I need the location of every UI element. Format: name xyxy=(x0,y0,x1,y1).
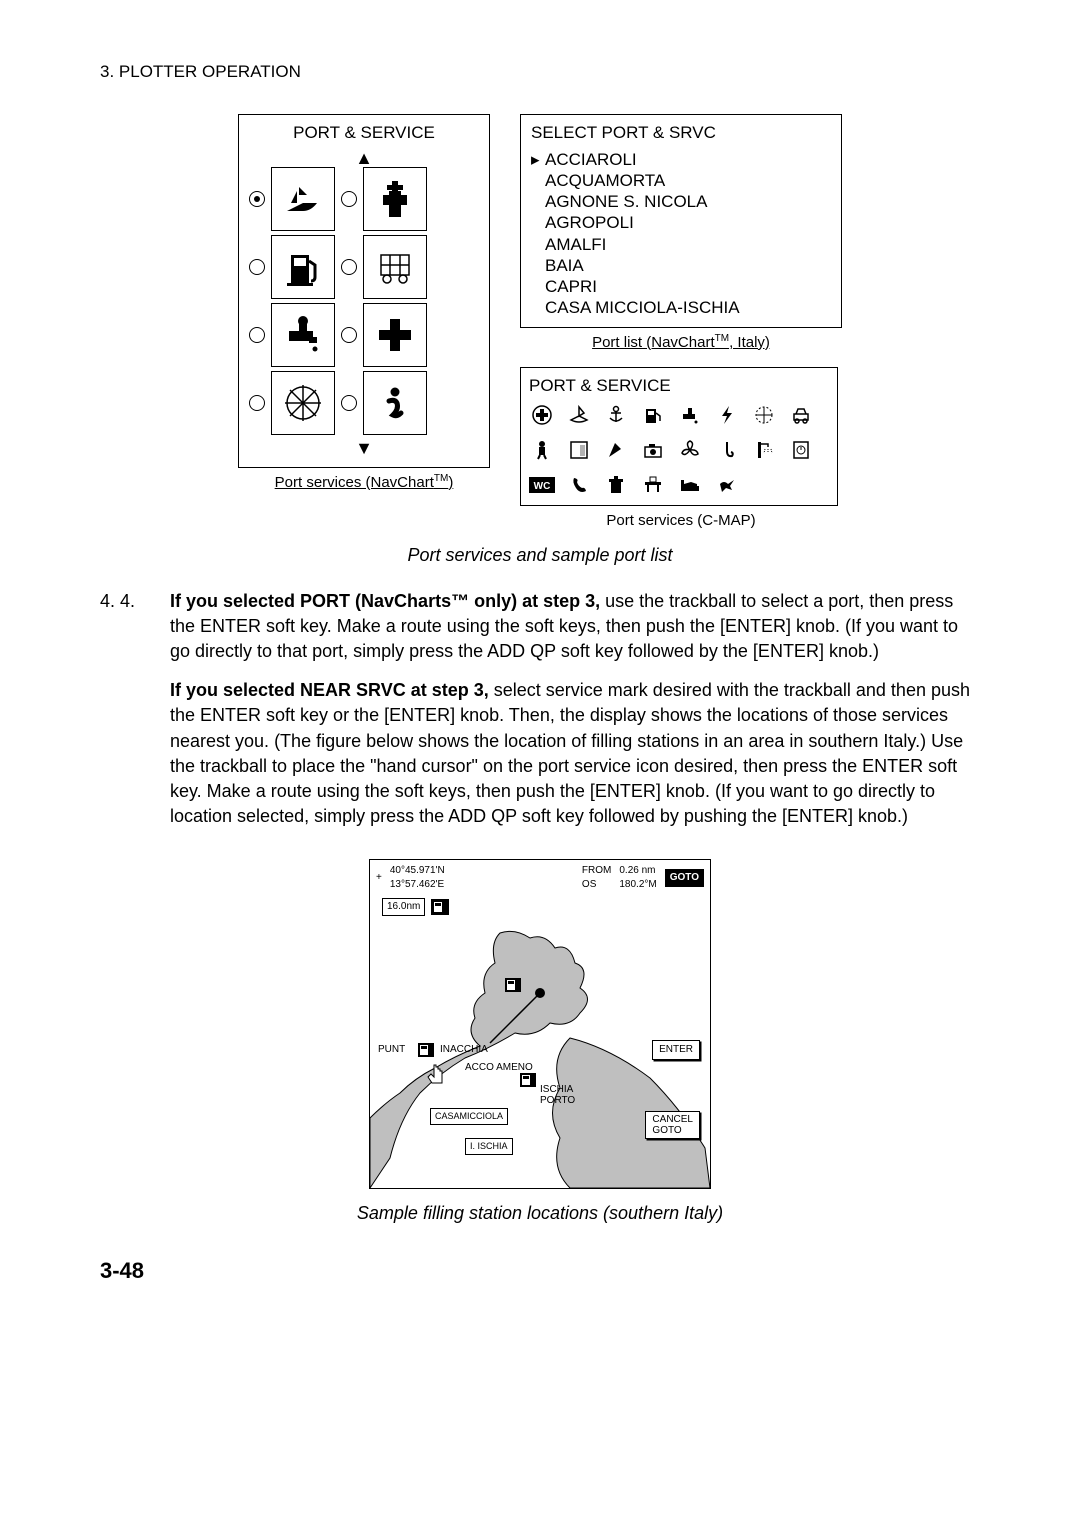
portlist-wrap: SELECT PORT & SRVC ACCIAROLI ACQUAMORTA … xyxy=(520,114,842,353)
figure-caption-1: Port services and sample port list xyxy=(100,543,980,568)
section-header: 3. PLOTTER OPERATION xyxy=(100,60,980,84)
portlist-item[interactable]: AGROPOLI xyxy=(531,212,831,233)
radio-compass[interactable] xyxy=(249,395,265,411)
svg-text:WC: WC xyxy=(534,481,551,492)
fuel-icon[interactable] xyxy=(271,235,335,299)
enter-button[interactable]: ENTER xyxy=(652,1040,700,1060)
portlist-item[interactable]: AGNONE S. NICOLA xyxy=(531,191,831,212)
navchart-box: PORT & SERVICE ▲ xyxy=(238,114,490,468)
portlist-item[interactable]: BAIA xyxy=(531,255,831,276)
label-porto: PORTO xyxy=(540,1094,575,1108)
portlist-caption: Port list (NavChartTM, Italy) xyxy=(520,332,842,353)
cmap-icons: WC xyxy=(529,403,829,497)
anchor-icon xyxy=(603,403,629,427)
cmap-wrap: PORT & SERVICE xyxy=(520,367,842,532)
map-body[interactable]: PUNT INACCHIA ACCO AMENO ISCHIA PORTO CA… xyxy=(370,918,710,1188)
propeller-icon xyxy=(677,438,703,462)
portlist-item[interactable]: CASA MICCIOLA-ISCHIA xyxy=(531,297,831,318)
church-icon[interactable] xyxy=(363,167,427,231)
portlist-box: SELECT PORT & SRVC ACCIAROLI ACQUAMORTA … xyxy=(520,114,842,328)
navchart-grid xyxy=(249,167,479,435)
travel-lift-icon[interactable] xyxy=(363,235,427,299)
marina-icon[interactable] xyxy=(271,167,335,231)
shower-icon xyxy=(751,438,777,462)
cmap-title: PORT & SERVICE xyxy=(529,374,829,398)
bed-icon xyxy=(677,473,703,497)
goto-button[interactable]: GOTO xyxy=(665,869,704,887)
portlist-title: SELECT PORT & SRVC xyxy=(531,121,831,145)
flag-icon xyxy=(603,438,629,462)
portlist-item[interactable]: ACQUAMORTA xyxy=(531,170,831,191)
radio-fuel[interactable] xyxy=(249,259,265,275)
shop-icon xyxy=(566,438,592,462)
cmap-box: PORT & SERVICE xyxy=(520,367,838,507)
boat-icon xyxy=(566,403,592,427)
label-iischia: I. ISCHIA xyxy=(465,1138,513,1155)
navchart-column: PORT & SERVICE ▲ xyxy=(238,114,490,532)
bird-icon xyxy=(714,473,740,497)
medical-icon xyxy=(529,403,555,427)
figures-row: PORT & SERVICE ▲ xyxy=(100,114,980,532)
portlist-item[interactable]: AMALFI xyxy=(531,234,831,255)
label-punt: PUNT xyxy=(378,1043,405,1057)
scroll-up-arrow[interactable]: ▲ xyxy=(249,149,479,167)
navchart-title: PORT & SERVICE xyxy=(249,121,479,145)
camera-icon xyxy=(640,438,666,462)
map-topbar: + 40°45.971'N 13°57.462'E FROM OS 0.26 n… xyxy=(370,860,710,896)
range-indicator: 16.0nm xyxy=(382,898,425,916)
hospital-icon[interactable] xyxy=(363,303,427,367)
radio-hospital[interactable] xyxy=(341,327,357,343)
radio-water[interactable] xyxy=(249,327,265,343)
crosshair-icon: + xyxy=(376,871,382,885)
label-inacchia: INACCHIA xyxy=(440,1043,488,1057)
map-screenshot: + 40°45.971'N 13°57.462'E FROM OS 0.26 n… xyxy=(369,859,711,1189)
tap-mini-icon xyxy=(677,403,703,427)
step-number: 4. 4. xyxy=(100,589,170,844)
radio-church[interactable] xyxy=(341,191,357,207)
info-icon[interactable] xyxy=(363,371,427,435)
step-block: 4. 4. If you selected PORT (NavCharts™ o… xyxy=(100,589,980,844)
phone-icon xyxy=(566,473,592,497)
compass-icon[interactable] xyxy=(271,371,335,435)
portlist-item[interactable]: ACCIAROLI xyxy=(531,149,831,170)
label-acco: ACCO AMENO xyxy=(465,1061,533,1075)
radio-info[interactable] xyxy=(341,395,357,411)
portlist-item[interactable]: CAPRI xyxy=(531,276,831,297)
person-icon xyxy=(529,438,555,462)
wc-icon: WC xyxy=(529,473,555,497)
crane-circle-icon xyxy=(751,403,777,427)
trash-icon xyxy=(603,473,629,497)
fuel-marker-icon xyxy=(431,899,449,915)
label-casa: CASAMICCIOLA xyxy=(430,1108,508,1125)
table-icon xyxy=(640,473,666,497)
radio-marina[interactable] xyxy=(249,191,265,207)
lightning-icon xyxy=(714,403,740,427)
figure-caption-2: Sample filling station locations (southe… xyxy=(100,1201,980,1226)
radio-grid[interactable] xyxy=(341,259,357,275)
navchart-caption: Port services (NavChartTM) xyxy=(238,472,490,493)
right-column: SELECT PORT & SRVC ACCIAROLI ACQUAMORTA … xyxy=(520,114,842,532)
fuel-mini-icon xyxy=(640,403,666,427)
step-text: If you selected PORT (NavCharts™ only) a… xyxy=(170,589,980,844)
page-number: 3-48 xyxy=(100,1256,980,1287)
car-icon xyxy=(788,403,814,427)
cancel-goto-button[interactable]: CANCELGOTO xyxy=(645,1111,700,1139)
clock-icon xyxy=(788,438,814,462)
scroll-down-arrow[interactable]: ▼ xyxy=(249,439,479,457)
hook-icon xyxy=(714,438,740,462)
cmap-caption: Port services (C-MAP) xyxy=(520,510,842,531)
water-tap-icon[interactable] xyxy=(271,303,335,367)
